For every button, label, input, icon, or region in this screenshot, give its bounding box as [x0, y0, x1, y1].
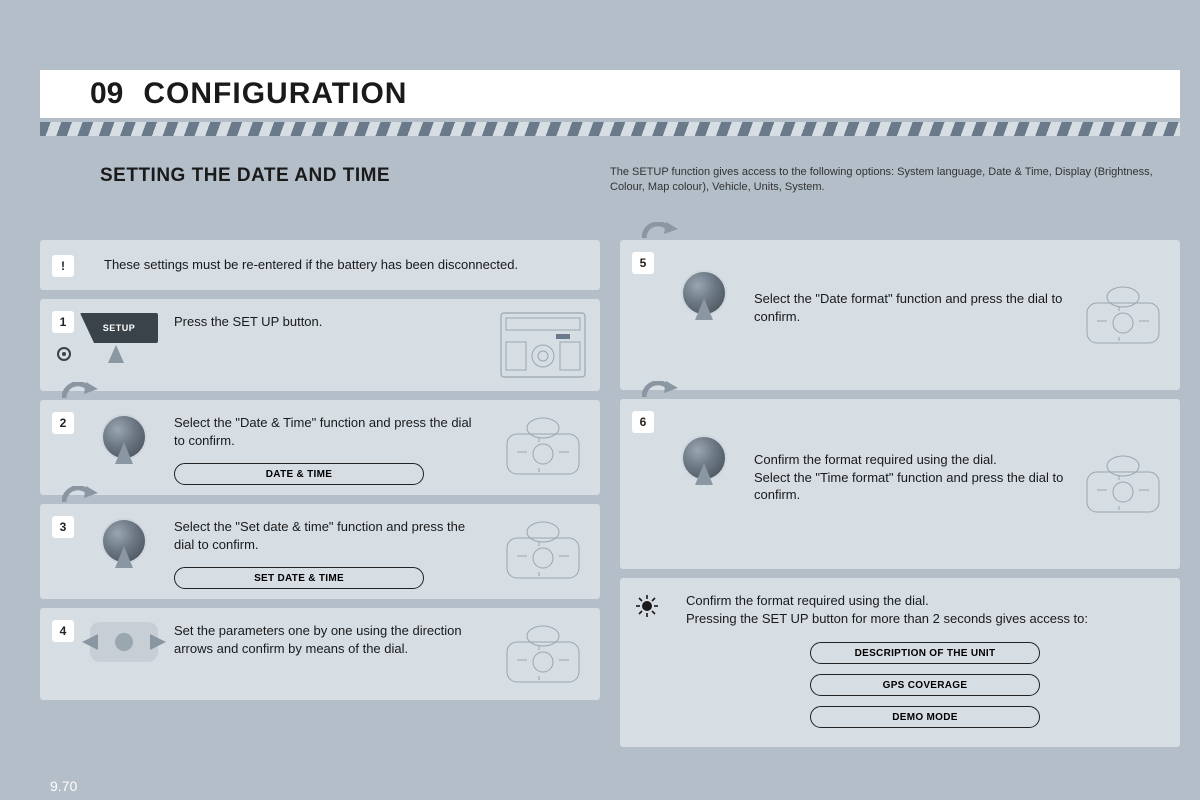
- setup-button-graphic: SETUP: [74, 309, 174, 367]
- step-text: Select the "Date & Time" function and pr…: [174, 410, 492, 453]
- dial-icon: [101, 518, 147, 564]
- dial-graphic: [654, 409, 754, 485]
- step-number: 4: [52, 620, 74, 642]
- menu-pill: GPS COVERAGE: [810, 674, 1040, 696]
- step-number: 3: [52, 516, 74, 538]
- notice-text: These settings must be re-entered if the…: [74, 252, 588, 278]
- control-panel-thumbnail: [1078, 279, 1168, 351]
- tip-text: Confirm the format required using the di…: [686, 592, 1164, 627]
- dial-icon: [681, 270, 727, 316]
- section-blurb: The SETUP function gives access to the f…: [610, 165, 1160, 196]
- step-card: 1 SETUP Press the SET UP button.: [40, 299, 600, 391]
- target-icon: [57, 347, 71, 361]
- step-text: Press the SET UP button.: [174, 309, 492, 335]
- menu-pill: DESCRIPTION OF THE UNIT: [810, 642, 1040, 664]
- control-panel-thumbnail: [498, 410, 588, 482]
- step-number: 6: [632, 411, 654, 433]
- left-column: ! These settings must be re-entered if t…: [40, 240, 600, 770]
- page-number: 9.70: [50, 778, 77, 794]
- console-thumbnail: [498, 309, 588, 381]
- menu-pill: DEMO MODE: [810, 706, 1040, 728]
- control-panel-thumbnail: [498, 618, 588, 690]
- menu-pill: DATE & TIME: [174, 463, 424, 485]
- chapter-number: 09: [90, 77, 123, 111]
- dpad-graphic: [74, 618, 174, 666]
- step-card: 4 Set the parameters one by one using th…: [40, 608, 600, 700]
- step-card: 6 Confirm the format required using the …: [620, 399, 1180, 569]
- dial-graphic: [654, 250, 754, 320]
- step-card: 3 Select the "Set date & time" function …: [40, 504, 600, 599]
- step-text: Confirm the format required using the di…: [754, 409, 1072, 508]
- bulb-icon: [636, 595, 658, 617]
- dial-graphic: [74, 410, 174, 464]
- dial-icon: [101, 414, 147, 460]
- step-text: Set the parameters one by one using the …: [174, 618, 492, 661]
- menu-pill: SET DATE & TIME: [174, 567, 424, 589]
- arrow-up-icon: [108, 345, 124, 363]
- section-heading: SETTING THE DATE AND TIME: [100, 165, 390, 187]
- dial-icon: [681, 435, 727, 481]
- dial-graphic: [74, 514, 174, 568]
- step-number: 5: [632, 252, 654, 274]
- content-columns: ! These settings must be re-entered if t…: [40, 240, 1180, 770]
- step-card: 2 Select the "Date & Time" function and …: [40, 400, 600, 495]
- chapter-header: 09 CONFIGURATION: [40, 70, 1180, 118]
- chapter-title: CONFIGURATION: [143, 77, 407, 111]
- dpad-icon: [90, 622, 158, 662]
- step-text: Select the "Date format" function and pr…: [754, 250, 1072, 329]
- tip-card: Confirm the format required using the di…: [620, 578, 1180, 747]
- control-panel-thumbnail: [498, 514, 588, 586]
- tip-pills-group: DESCRIPTION OF THE UNIT GPS COVERAGE DEM…: [686, 637, 1164, 733]
- step-text: Select the "Set date & time" function an…: [174, 514, 492, 557]
- control-panel-thumbnail: [1078, 448, 1168, 520]
- warning-icon: !: [52, 255, 74, 277]
- step-card: 5 Select the "Date format" function and …: [620, 240, 1180, 390]
- step-number: 2: [52, 412, 74, 434]
- right-column: 5 Select the "Date format" function and …: [620, 240, 1180, 770]
- notice-card: ! These settings must be re-entered if t…: [40, 240, 600, 290]
- header-divider: [40, 122, 1180, 136]
- setup-button-icon: SETUP: [80, 313, 158, 343]
- step-number: 1: [52, 311, 74, 333]
